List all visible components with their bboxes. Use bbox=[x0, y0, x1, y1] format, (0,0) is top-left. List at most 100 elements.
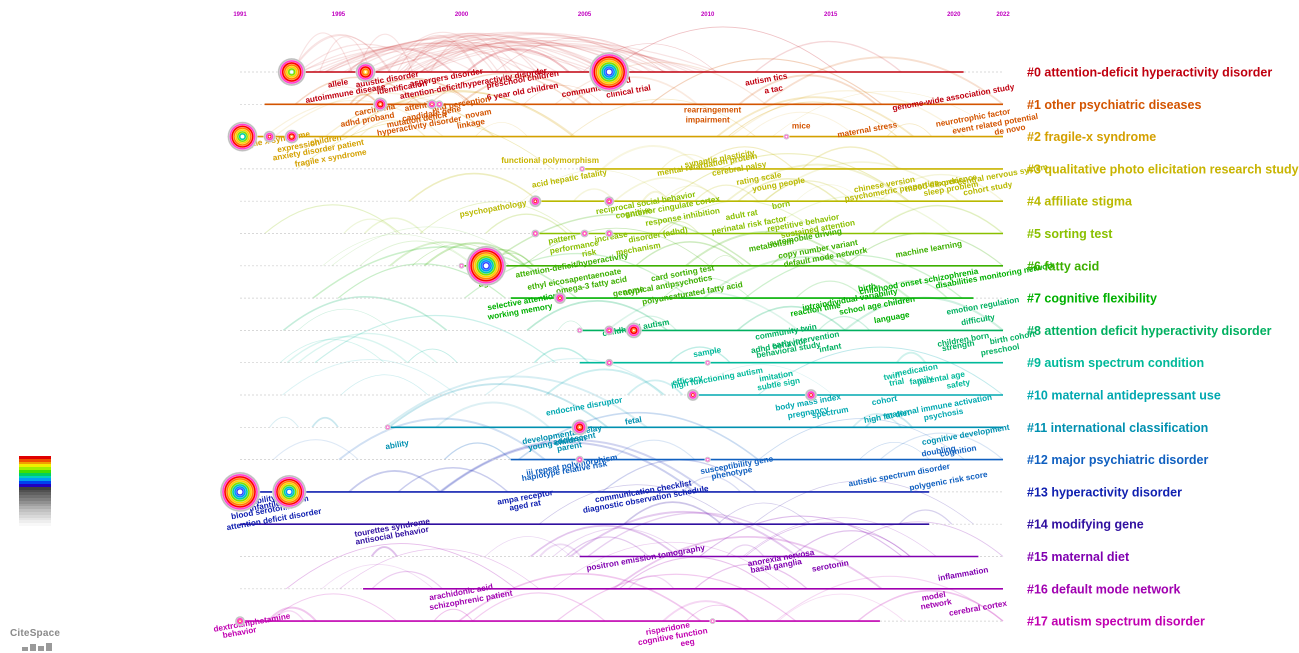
citation-node[interactable] bbox=[465, 245, 507, 286]
citation-arc bbox=[408, 32, 677, 73]
cluster-label[interactable]: #1 other psychiatric diseases bbox=[1027, 98, 1201, 112]
citation-node[interactable] bbox=[604, 196, 615, 207]
citation-node[interactable] bbox=[435, 100, 444, 109]
citation-node[interactable] bbox=[272, 474, 307, 510]
citation-arc bbox=[554, 61, 767, 105]
legend-swatch bbox=[19, 464, 51, 468]
citation-arc bbox=[403, 40, 494, 73]
legend-swatch bbox=[19, 481, 51, 484]
citation-arc bbox=[331, 226, 526, 267]
citation-arc bbox=[486, 213, 753, 267]
citation-node[interactable] bbox=[571, 419, 588, 436]
citation-node[interactable] bbox=[284, 129, 299, 144]
cluster-label[interactable]: #4 affiliate stigma bbox=[1027, 195, 1133, 209]
legend-swatch bbox=[19, 492, 51, 496]
citation-arc bbox=[347, 47, 454, 73]
cluster-label[interactable]: #6 fatty acid bbox=[1027, 259, 1099, 273]
term-label: functional polymorphism bbox=[501, 156, 599, 165]
cluster-label[interactable]: #7 cognitive flexibility bbox=[1027, 292, 1157, 306]
term-label: machine learning bbox=[895, 239, 963, 260]
cluster-label[interactable]: #5 sorting test bbox=[1027, 227, 1113, 241]
citation-arc bbox=[419, 201, 574, 234]
citation-node[interactable] bbox=[578, 165, 586, 173]
year-tick-label: 2015 bbox=[824, 12, 838, 18]
citation-arc bbox=[608, 26, 838, 73]
cluster-label[interactable]: #17 autism spectrum disorder bbox=[1027, 615, 1205, 629]
citation-node[interactable] bbox=[384, 424, 391, 431]
citation-arc bbox=[587, 512, 810, 558]
citation-arc bbox=[286, 336, 408, 364]
citation-node[interactable] bbox=[686, 388, 700, 402]
citation-node[interactable] bbox=[426, 99, 438, 110]
term-label: cognitive development bbox=[921, 423, 1010, 447]
citation-arc bbox=[423, 44, 696, 73]
citation-arc bbox=[552, 542, 790, 590]
year-tick-label: 2000 bbox=[455, 12, 469, 18]
citation-node[interactable] bbox=[575, 455, 584, 464]
citation-arc bbox=[427, 41, 523, 73]
legend-swatch bbox=[19, 500, 51, 504]
term-label: cerebral cortex bbox=[948, 599, 1008, 618]
legend-swatch bbox=[19, 483, 51, 487]
citation-arc bbox=[717, 502, 811, 525]
citation-arc bbox=[273, 92, 495, 138]
cluster-label[interactable]: #3 qualitative photo elicitation researc… bbox=[1027, 162, 1299, 176]
cluster-label[interactable]: #16 default mode network bbox=[1027, 582, 1181, 596]
citation-node[interactable] bbox=[704, 456, 711, 463]
citation-node[interactable] bbox=[219, 471, 261, 513]
citation-node[interactable] bbox=[709, 617, 716, 625]
cluster-label[interactable]: #12 major psychiatric disorder bbox=[1027, 453, 1208, 467]
citation-arc bbox=[612, 439, 696, 461]
citation-node[interactable] bbox=[355, 61, 376, 83]
citation-node[interactable] bbox=[529, 195, 542, 208]
citation-node[interactable] bbox=[605, 229, 614, 238]
citation-node[interactable] bbox=[605, 358, 614, 367]
citation-node[interactable] bbox=[580, 229, 589, 238]
citation-node[interactable] bbox=[263, 130, 276, 143]
year-tick-label: 2005 bbox=[578, 12, 592, 18]
citation-arc bbox=[298, 42, 591, 73]
citation-arc bbox=[297, 308, 392, 331]
citation-node[interactable] bbox=[804, 388, 818, 402]
term-label: born bbox=[771, 199, 790, 211]
cluster-label[interactable]: #11 international classification bbox=[1027, 421, 1208, 435]
cluster-label[interactable]: #8 attention deficit hyperactivity disor… bbox=[1027, 324, 1272, 338]
cluster-label[interactable]: #10 maternal antidepressant use bbox=[1027, 389, 1221, 403]
citation-node[interactable] bbox=[576, 327, 583, 334]
term-label: model bbox=[921, 590, 946, 603]
citation-arc bbox=[314, 315, 557, 364]
citation-arc bbox=[430, 35, 508, 73]
citation-arc bbox=[818, 316, 871, 331]
citation-arc bbox=[791, 530, 911, 557]
citation-node[interactable] bbox=[783, 133, 790, 140]
citation-node[interactable] bbox=[227, 121, 258, 152]
cluster-label[interactable]: #9 autism spectrum condition bbox=[1027, 356, 1204, 370]
cluster-label[interactable]: #0 attention-deficit hyperactivity disor… bbox=[1027, 66, 1272, 80]
citation-node[interactable] bbox=[589, 51, 630, 93]
citation-node[interactable] bbox=[625, 322, 642, 339]
citation-arc bbox=[296, 118, 553, 170]
citation-node[interactable] bbox=[704, 359, 711, 366]
citation-arc bbox=[557, 320, 584, 331]
citation-node[interactable] bbox=[458, 262, 465, 269]
citation-arc bbox=[772, 91, 1004, 137]
citation-arc bbox=[745, 111, 857, 137]
citation-node[interactable] bbox=[234, 615, 246, 627]
citation-arc bbox=[411, 44, 610, 73]
citation-arc bbox=[852, 413, 902, 428]
citation-arc bbox=[290, 34, 391, 73]
cluster-label[interactable]: #15 maternal diet bbox=[1027, 550, 1130, 564]
citation-node[interactable] bbox=[277, 57, 306, 87]
citation-node[interactable] bbox=[531, 229, 540, 238]
citation-arc bbox=[348, 470, 441, 493]
legend-swatch bbox=[19, 497, 51, 501]
cluster-label[interactable]: #13 hyperactivity disorder bbox=[1027, 485, 1182, 499]
citation-node[interactable] bbox=[604, 325, 615, 336]
citation-arc bbox=[321, 563, 434, 590]
citation-arc bbox=[269, 416, 300, 428]
citation-arc bbox=[668, 346, 731, 364]
cluster-label[interactable]: #2 fragile-x syndrome bbox=[1027, 130, 1156, 144]
citation-node[interactable] bbox=[553, 291, 567, 305]
citation-node[interactable] bbox=[373, 97, 388, 112]
cluster-label[interactable]: #14 modifying gene bbox=[1027, 518, 1144, 532]
